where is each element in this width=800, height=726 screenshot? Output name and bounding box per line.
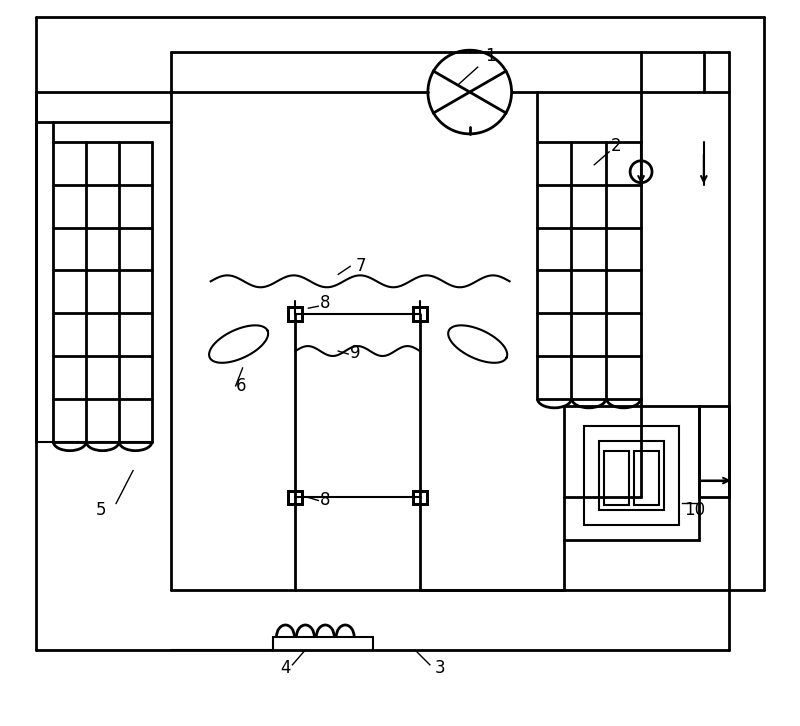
Text: 9: 9 [350,344,361,362]
Text: 5: 5 [96,502,106,519]
Bar [413,491,427,505]
Bar [289,307,302,321]
Text: 8: 8 [320,492,331,510]
Bar [604,451,629,505]
Text: 7: 7 [355,257,366,275]
Text: 4: 4 [281,658,291,677]
Bar [289,491,302,505]
Text: 8: 8 [320,294,331,312]
Text: 1: 1 [485,47,495,65]
Bar [413,307,427,321]
Bar [413,307,427,321]
Text: 3: 3 [435,658,446,677]
Bar [634,451,659,505]
Bar [289,307,302,321]
Text: 2: 2 [611,136,622,155]
Bar [289,491,302,505]
Bar [599,441,664,510]
Bar [413,491,427,505]
Bar [564,406,699,540]
Text: 6: 6 [236,377,246,395]
Text: 10: 10 [684,502,705,519]
Bar [584,425,679,526]
